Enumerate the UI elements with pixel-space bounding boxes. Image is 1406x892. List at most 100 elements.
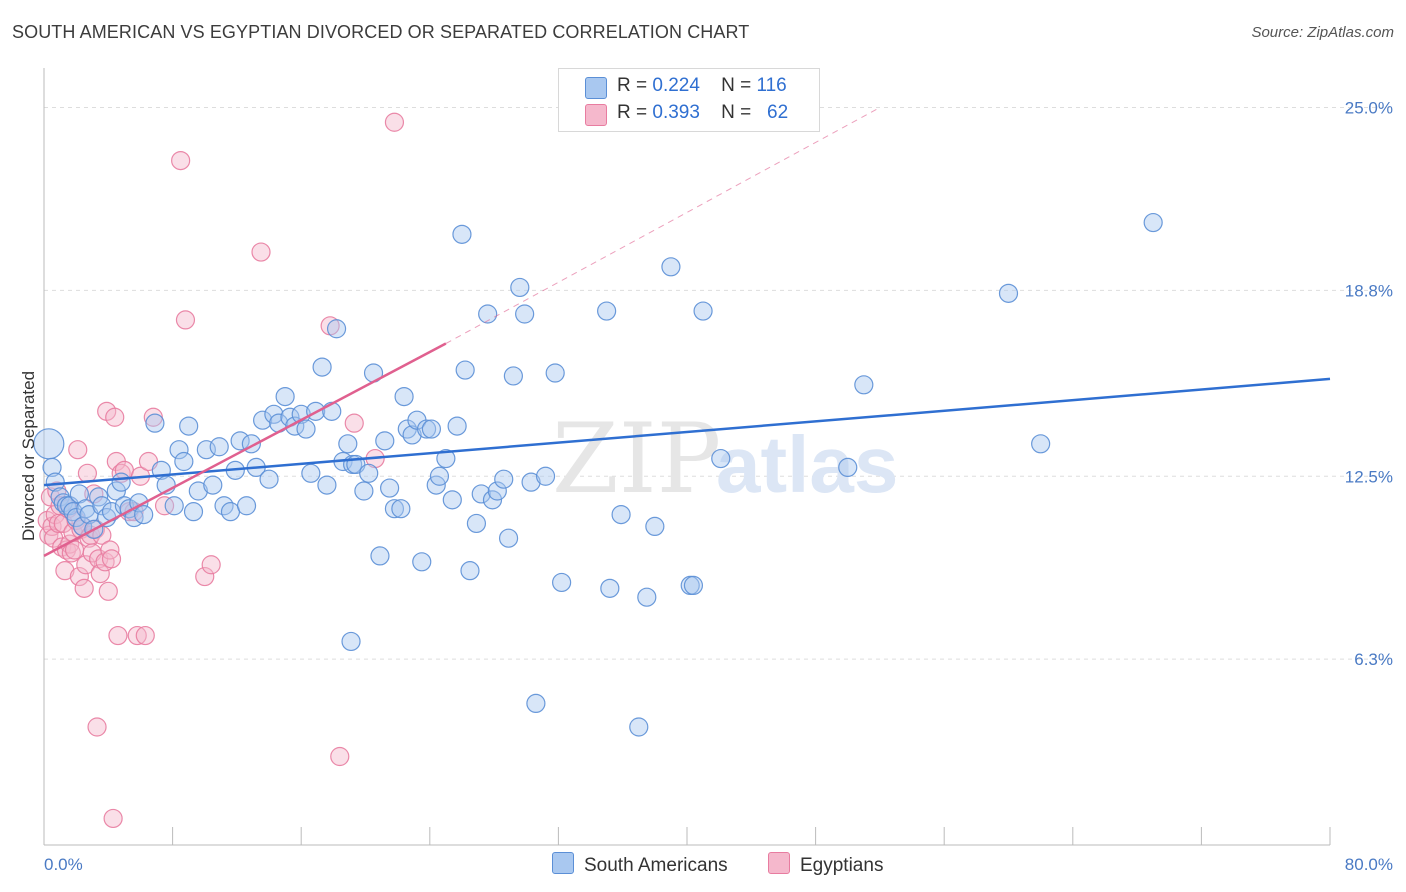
south-americans-point (341, 631, 361, 652)
south-americans-point (264, 404, 284, 424)
south-americans-point (230, 431, 250, 451)
x-tick-label: 80.0% (1345, 855, 1393, 874)
watermark-atlas: atlas (716, 420, 898, 509)
south-americans-point (447, 416, 467, 436)
south-americans-point (326, 319, 347, 339)
south-americans-point (45, 472, 65, 492)
axes (43, 68, 1331, 846)
south-americans-point (645, 516, 665, 537)
south-americans-point (169, 440, 189, 460)
y-tick-labels: 6.3% 12.5% 18.8% 25.0% (1345, 99, 1393, 670)
legend-r-label: R = (617, 75, 648, 96)
egyptians-point (74, 578, 94, 598)
south-americans-point (391, 499, 411, 519)
legend-r-label: R = (617, 102, 648, 123)
south-americans-point (134, 504, 154, 525)
south-americans-point (209, 437, 229, 457)
egyptians-point (69, 566, 89, 587)
south-americans-point (179, 416, 199, 436)
south-americans-point (412, 552, 432, 572)
south-americans-point (661, 257, 681, 277)
egyptians-point (127, 625, 147, 646)
egyptians-point (201, 555, 221, 575)
legend-swatch-blue (552, 852, 574, 874)
series-legend: South Americans Egyptians (0, 852, 1406, 878)
south-americans-point (220, 502, 241, 522)
south-americans-point (188, 481, 208, 501)
south-americans-point (545, 363, 565, 383)
egyptians-point (98, 581, 118, 601)
south-americans-point (498, 528, 519, 548)
egyptians-point (68, 440, 88, 460)
south-americans-point (183, 502, 204, 522)
south-americans-point (106, 481, 126, 501)
egyptians-point (195, 566, 215, 587)
source-credit: Source: ZipAtlas.com (1251, 24, 1394, 41)
south-americans-point (259, 469, 279, 489)
egyptians-point (101, 549, 122, 569)
south-americans-point (384, 499, 405, 519)
chart-title: SOUTH AMERICAN VS EGYPTIAN DIVORCED OR S… (12, 22, 750, 42)
south-americans-point (33, 428, 65, 460)
egyptians-point (61, 543, 81, 563)
watermark: ZIP atlas (552, 403, 898, 515)
south-americans-point (471, 484, 491, 504)
legend-item-south-americans[interactable]: South Americans (552, 852, 728, 877)
y-axis-label: Divorced or Separated (19, 371, 38, 541)
south-americans-point (253, 410, 273, 430)
south-americans-point (503, 366, 523, 386)
south-americans-point (375, 431, 395, 451)
south-americans-point (600, 578, 620, 598)
egyptians-trendline (43, 342, 447, 558)
south-americans-point (854, 375, 874, 395)
south-americans-point (637, 587, 657, 607)
legend-r-value: 0.224 (652, 75, 700, 96)
south-americans-point (236, 496, 257, 516)
legend-item-egyptians[interactable]: Egyptians (768, 852, 883, 877)
south-americans-point (312, 357, 332, 377)
x-tick-labels: 0.0% 80.0% (44, 855, 1393, 874)
south-americans-point (466, 513, 487, 534)
south-americans-point (338, 434, 358, 454)
south-americans-point (317, 475, 337, 495)
legend-r-value: 0.393 (652, 102, 700, 123)
south-americans-point (515, 304, 535, 324)
legend-label: Egyptians (800, 855, 884, 876)
egyptians-point (103, 808, 123, 829)
south-americans-point (354, 481, 374, 501)
south-americans-point (611, 504, 631, 525)
egyptians-point (135, 625, 155, 646)
south-americans-point (429, 466, 450, 486)
egyptians-point (175, 310, 196, 330)
legend-swatch-blue (585, 77, 607, 99)
egyptians-point (154, 496, 175, 516)
south-americans-point (92, 496, 112, 516)
legend-n-value: 116 (756, 75, 787, 96)
south-americans-point (174, 451, 194, 472)
egyptians-point (344, 413, 364, 433)
correlation-legend: R = 0.224 N = 116 R = 0.393 N = 62 (558, 68, 820, 132)
egyptians-point (55, 561, 75, 581)
south-americans-point (416, 419, 437, 439)
y-tick-label: 18.8% (1345, 281, 1393, 300)
south-americans-point (394, 387, 414, 407)
x-tick-label: 0.0% (44, 855, 83, 874)
y-tick-label: 12.5% (1345, 467, 1393, 486)
south-americans-point (455, 360, 475, 380)
south-americans-point (478, 304, 498, 324)
trend-lines (43, 107, 1331, 558)
south-americans-point (526, 693, 546, 714)
legend-swatch-pink (768, 852, 790, 874)
legend-n-value: 62 (767, 102, 789, 123)
south-americans-point (510, 277, 530, 298)
south-americans-point (482, 490, 503, 510)
south-americans-point (838, 457, 858, 477)
south-americans-point (145, 413, 165, 433)
egyptians-point (171, 151, 191, 171)
south-americans-point (460, 561, 480, 581)
legend-n-label: N = (721, 75, 752, 96)
south-americans-point (1143, 212, 1163, 233)
legend-swatch-pink (585, 104, 607, 126)
south-americans-point (521, 472, 541, 492)
south-americans-point (436, 448, 456, 469)
